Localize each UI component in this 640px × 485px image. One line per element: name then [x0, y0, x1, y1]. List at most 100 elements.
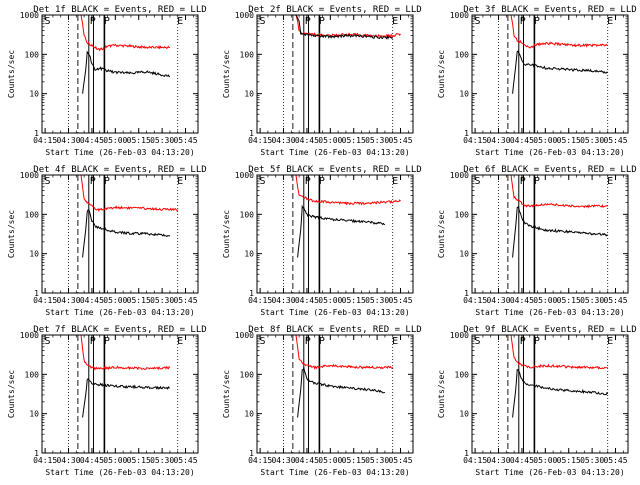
detector-panel: Det 8f BLACK = Events, RED = LLD Counts/s…: [222, 325, 422, 477]
lld-series-line: [510, 14, 608, 49]
y-tick-label: 100: [455, 370, 470, 379]
x-tick-label: 05:45: [388, 296, 412, 305]
end-marker: E: [607, 336, 613, 347]
y-axis-label: Counts/sec: [437, 210, 446, 258]
lld-series-line: [295, 14, 401, 38]
x-axis-label: Start Time (26-Feb-03 04:13:20): [475, 148, 624, 157]
y-axis-label: Counts/sec: [222, 210, 231, 258]
y-tick-label: 10: [459, 90, 469, 99]
y-tick-label: 10: [244, 410, 254, 419]
x-tick-label: 05:30: [580, 296, 604, 305]
plot-frame: [41, 14, 199, 134]
y-tick-label: 1000: [20, 331, 39, 340]
x-tick-label: 05:00: [533, 296, 557, 305]
x-tick-label: 04:45: [295, 296, 319, 305]
x-tick-label: 04:15: [33, 456, 57, 465]
x-tick-label: 05:15: [342, 296, 366, 305]
x-tick-label: 05:30: [150, 456, 174, 465]
lld-series-line: [80, 174, 179, 212]
x-tick-label: 04:45: [80, 456, 104, 465]
y-tick-label: 1: [249, 289, 254, 298]
start-marker: S: [475, 16, 481, 27]
y-tick-label: 1: [249, 449, 254, 458]
y-tick-label: 100: [240, 370, 255, 379]
end-marker: E: [607, 176, 613, 187]
x-axis-label: Start Time (26-Feb-03 04:13:20): [260, 308, 409, 317]
start-marker: S: [260, 336, 266, 347]
events-series-line: [512, 50, 608, 94]
y-tick-label: 1000: [235, 171, 254, 180]
end-marker: E: [607, 16, 613, 27]
x-tick-label: 05:15: [127, 136, 151, 145]
y-tick-label: 1: [464, 129, 469, 138]
y-tick-label: 100: [455, 210, 470, 219]
x-tick-label: 04:30: [56, 296, 80, 305]
plot-frame: [471, 14, 629, 134]
x-tick-label: 05:30: [580, 456, 604, 465]
y-tick-label: 10: [29, 250, 39, 259]
y-tick-label: 1: [34, 449, 39, 458]
y-tick-label: 1: [464, 449, 469, 458]
p-marker: P: [534, 336, 540, 347]
end-marker: E: [392, 176, 398, 187]
p-marker: P: [305, 336, 311, 347]
x-tick-label: 04:30: [486, 456, 510, 465]
p-marker: P: [104, 16, 110, 27]
x-tick-label: 05:15: [557, 136, 581, 145]
x-tick-label: 05:00: [318, 136, 342, 145]
plot-frame: [256, 14, 414, 134]
x-tick-label: 04:45: [510, 456, 534, 465]
events-series-line: [297, 365, 386, 418]
p-marker: P: [520, 16, 526, 27]
y-tick-label: 100: [455, 50, 470, 59]
x-tick-label: 04:45: [295, 136, 319, 145]
y-tick-label: 100: [25, 370, 40, 379]
p-marker: P: [520, 336, 526, 347]
plot-frame: [256, 174, 414, 294]
p-marker: P: [90, 336, 96, 347]
start-marker: S: [45, 16, 51, 27]
events-series-line: [295, 14, 394, 40]
x-tick-label: 04:30: [486, 296, 510, 305]
plot-frame: [256, 334, 414, 454]
panel-title: Det 8f BLACK = Events, RED = LLD: [248, 325, 421, 335]
p-marker: P: [104, 336, 110, 347]
x-tick-label: 05:15: [557, 296, 581, 305]
lld-series-line: [510, 334, 608, 370]
x-tick-label: 04:15: [463, 136, 487, 145]
detector-panel: Det 3f BLACK = Events, RED = LLD Counts/s…: [437, 5, 637, 157]
lld-series-line: [80, 334, 171, 371]
y-axis-label: Counts/sec: [222, 50, 231, 98]
y-axis-label: Counts/sec: [222, 370, 231, 418]
y-tick-label: 10: [244, 250, 254, 259]
x-tick-label: 04:30: [271, 136, 295, 145]
x-tick-label: 04:15: [463, 296, 487, 305]
events-series-line: [82, 378, 170, 418]
x-tick-label: 05:15: [127, 456, 151, 465]
p-marker: P: [104, 176, 110, 187]
y-tick-label: 1000: [235, 11, 254, 20]
x-tick-label: 04:15: [463, 456, 487, 465]
start-marker: S: [45, 336, 51, 347]
x-tick-label: 04:30: [56, 136, 80, 145]
x-tick-label: 04:45: [510, 136, 534, 145]
detector-panel: Det 6f BLACK = Events, RED = LLD Counts/s…: [437, 165, 637, 317]
events-series-line: [82, 50, 171, 94]
y-axis-label: Counts/sec: [7, 370, 16, 418]
x-tick-label: 05:00: [318, 456, 342, 465]
lld-series-line: [295, 174, 401, 206]
x-tick-label: 04:15: [248, 136, 272, 145]
x-tick-label: 05:15: [557, 456, 581, 465]
start-marker: S: [260, 16, 266, 27]
y-tick-label: 100: [240, 210, 255, 219]
x-tick-label: 04:45: [510, 296, 534, 305]
x-tick-label: 05:30: [365, 296, 389, 305]
panel-title: Det 7f BLACK = Events, RED = LLD: [33, 325, 206, 335]
lld-series-line: [80, 14, 171, 52]
y-tick-label: 100: [25, 210, 40, 219]
y-axis-label: Counts/sec: [7, 210, 16, 258]
end-marker: E: [392, 336, 398, 347]
plot-frame: [471, 334, 629, 454]
